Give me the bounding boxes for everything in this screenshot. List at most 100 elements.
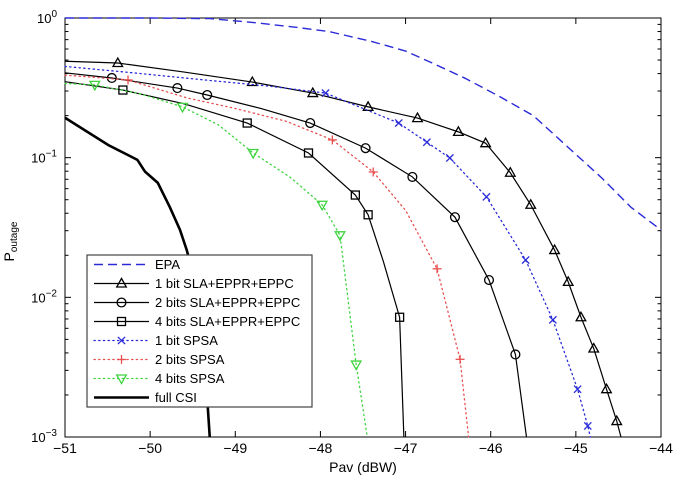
- x-marker: [117, 336, 126, 345]
- series-2-bits-sla-eppr-eppc: [64, 72, 528, 438]
- triangle-down-marker: [176, 102, 189, 114]
- x-tick-label: −47: [394, 440, 418, 456]
- triangle-up-marker: [115, 277, 128, 288]
- circle-marker: [172, 83, 183, 94]
- series-2-bits-spsa: [64, 74, 470, 438]
- circle-marker: [305, 117, 316, 129]
- legend-label: 2 bits SLA+EPPR+EPPC: [155, 295, 300, 310]
- circle-marker: [449, 212, 461, 223]
- legend-entry: 4 bits SLA+EPPR+EPPC: [94, 314, 300, 329]
- y-tick-exponent: −3: [46, 428, 58, 439]
- legend-entry: full CSI: [94, 390, 197, 405]
- series-epa: [65, 17, 662, 231]
- y-tick-exponent: −2: [46, 288, 58, 299]
- triangle-down-marker: [247, 148, 260, 160]
- series-line: [64, 74, 470, 438]
- square-marker: [394, 312, 405, 322]
- y-tick-exponent: −1: [46, 149, 58, 160]
- circle-marker: [202, 89, 213, 101]
- series-1-bit-spsa: [64, 65, 592, 438]
- y-tick-base: 10: [31, 430, 45, 445]
- series-line: [65, 17, 662, 231]
- triangle-down-marker: [88, 80, 101, 92]
- y-tick-base: 10: [37, 11, 51, 26]
- series-4-bits-sla-eppr-eppc: [64, 81, 405, 438]
- legend-entry: 4 bits SPSA: [93, 371, 225, 386]
- x-marker: [583, 421, 592, 431]
- triangle-up-marker: [362, 100, 375, 112]
- legend-box: [86, 254, 313, 408]
- legend-entry: 2 bits SPSA: [93, 352, 225, 367]
- legend-entry: 1 bit SLA+EPPR+EPPC: [94, 276, 294, 291]
- x-tick-label: −51: [53, 440, 77, 456]
- x-marker: [573, 385, 582, 394]
- triangle-up-marker: [610, 414, 623, 426]
- triangle-down-marker: [350, 360, 363, 371]
- x-marker: [482, 192, 491, 201]
- triangle-up-marker: [111, 56, 124, 68]
- triangle-down-marker: [334, 231, 346, 242]
- series-line: [64, 82, 368, 438]
- x-tick-label: −48: [309, 440, 333, 456]
- triangle-down-marker: [115, 374, 128, 385]
- square-marker: [303, 148, 314, 158]
- triangle-up-marker: [600, 382, 613, 394]
- legend-entry: 2 bits SLA+EPPR+EPPC: [94, 295, 300, 310]
- series-line: [64, 60, 622, 438]
- square-marker: [363, 210, 373, 220]
- series-line: [64, 65, 591, 438]
- legend-label: 1 bit SLA+EPPR+EPPC: [155, 276, 294, 291]
- x-marker: [321, 89, 330, 98]
- x-marker: [445, 153, 454, 163]
- circle-marker: [116, 297, 127, 308]
- x-marker: [521, 255, 530, 265]
- series-1-bit-sla-eppr-eppc: [64, 56, 623, 438]
- y-axis-label-base: P: [1, 252, 17, 261]
- y-tick-base: 10: [31, 290, 45, 305]
- legend: EPA 1 bit SLA+EPPR+EPPC 2 bits SLA+EPPR+EP…: [86, 254, 313, 408]
- tick-marks: [64, 17, 662, 438]
- triangle-up-marker: [548, 243, 561, 255]
- circle-marker: [510, 349, 521, 360]
- legend-entry: EPA: [94, 257, 180, 272]
- legend-label: EPA: [155, 257, 180, 272]
- y-tick-label: 10−3: [31, 428, 57, 445]
- series-line: [64, 72, 528, 438]
- x-tick-label: −44: [649, 440, 673, 456]
- triangle-up-marker: [575, 310, 587, 322]
- legend-entry: 1 bit SPSA: [93, 333, 218, 348]
- legend-label: 2 bits SPSA: [155, 352, 225, 367]
- x-tick-label: −49: [223, 440, 247, 456]
- x-marker: [422, 138, 431, 147]
- triangle-up-marker: [452, 125, 465, 137]
- x-marker: [394, 118, 403, 128]
- x-marker: [548, 315, 557, 324]
- legend-label: 1 bit SPSA: [155, 333, 218, 348]
- triangle-up-marker: [524, 198, 537, 209]
- x-tick-label: −45: [564, 440, 588, 456]
- triangle-up-marker: [306, 86, 319, 98]
- square-marker: [116, 316, 127, 327]
- legend-label: 4 bits SPSA: [155, 371, 225, 386]
- circle-marker: [407, 171, 418, 182]
- legend-label: 4 bits SLA+EPPR+EPPC: [155, 314, 300, 329]
- series-4-bits-spsa: [64, 80, 368, 438]
- triangle-up-marker: [562, 275, 575, 287]
- x-tick-label: −46: [479, 440, 503, 456]
- series-line: [64, 81, 405, 438]
- triangle-up-marker: [504, 166, 517, 177]
- triangle-up-marker: [479, 136, 492, 148]
- legend-label: full CSI: [155, 390, 197, 405]
- square-marker: [350, 190, 360, 200]
- square-marker: [242, 118, 252, 128]
- triangle-up-marker: [246, 75, 259, 87]
- y-tick-exponent: 0: [51, 9, 57, 20]
- y-tick-label: 10−1: [31, 149, 57, 166]
- triangle-up-marker: [587, 342, 600, 353]
- x-axis-label: Pav (dBW): [329, 459, 397, 475]
- square-marker: [118, 85, 128, 95]
- triangle-down-marker: [316, 200, 329, 212]
- y-axis-label-sub: outage: [9, 221, 20, 252]
